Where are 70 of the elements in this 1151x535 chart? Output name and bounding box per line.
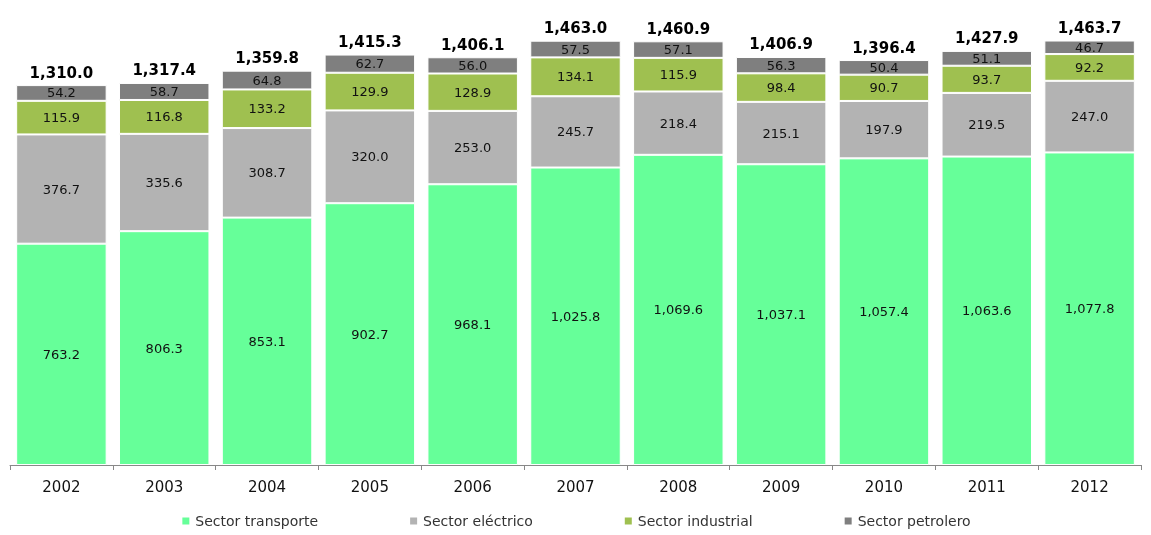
data-label: 1,025.8	[550, 308, 601, 324]
data-label: 1,077.8	[1064, 301, 1115, 317]
data-label: 320.0	[351, 149, 389, 165]
data-label: 57.5	[561, 41, 590, 57]
data-label: 335.6	[145, 175, 183, 191]
x-tick-label: 2009	[762, 477, 801, 496]
data-label: 134.1	[556, 69, 595, 85]
data-label: 253.0	[454, 140, 492, 156]
legend-label: Sector petrolero	[857, 513, 971, 529]
data-label: 806.3	[145, 340, 183, 356]
total-label: 1,460.9	[646, 19, 711, 38]
data-label: 50.4	[869, 59, 899, 75]
data-label: 116.8	[145, 109, 183, 125]
data-label: 247.0	[1070, 109, 1109, 125]
total-label: 1,310.0	[29, 63, 94, 82]
data-label: 219.5	[968, 117, 1006, 133]
x-tick-label: 2006	[453, 477, 492, 496]
data-label: 92.2	[1075, 59, 1105, 75]
x-tick-label: 2002	[42, 477, 81, 496]
x-tick-label: 2003	[145, 477, 184, 496]
data-label: 128.9	[454, 84, 492, 100]
data-label: 308.7	[248, 165, 286, 181]
data-label: 245.7	[556, 124, 595, 140]
data-label: 968.1	[454, 317, 492, 333]
data-label: 902.7	[351, 326, 389, 342]
data-label: 58.7	[149, 83, 179, 99]
data-label: 64.8	[252, 72, 282, 88]
x-tick-label: 2007	[556, 477, 595, 496]
total-label: 1,359.8	[235, 49, 299, 68]
x-tick-label: 2005	[350, 477, 389, 496]
data-label: 46.7	[1075, 39, 1105, 55]
data-label: 763.2	[42, 346, 81, 362]
total-label: 1,463.7	[1057, 19, 1122, 38]
x-tick-label: 2010	[864, 477, 904, 496]
total-label: 1,406.9	[749, 35, 813, 54]
legend-label: Sector eléctrico	[423, 513, 533, 529]
data-label: 90.7	[869, 80, 899, 96]
total-label: 1,396.4	[852, 38, 916, 57]
data-label: 1,057.4	[859, 304, 909, 320]
data-label: 51.1	[972, 50, 1002, 66]
data-label: 56.0	[458, 57, 488, 73]
data-label: 197.9	[865, 122, 903, 138]
data-label: 115.9	[42, 110, 81, 126]
data-label: 853.1	[248, 333, 286, 349]
data-label: 218.4	[659, 115, 697, 131]
legend-label: Sector industrial	[637, 513, 753, 529]
total-label: 1,406.1	[440, 35, 505, 54]
total-label: 1,317.4	[132, 61, 197, 80]
data-label: 129.9	[351, 84, 389, 100]
data-label: 1,063.6	[961, 303, 1012, 319]
data-label: 133.2	[248, 101, 286, 117]
data-label: 98.4	[766, 80, 796, 96]
data-label: 54.2	[46, 85, 76, 101]
x-tick-label: 2012	[1070, 477, 1109, 496]
x-tick-label: 2011	[967, 477, 1006, 496]
total-label: 1,415.3	[338, 33, 402, 52]
data-label: 376.7	[42, 181, 81, 197]
legend-label: Sector transporte	[195, 513, 319, 529]
data-label: 93.7	[972, 71, 1002, 87]
data-label: 1,069.6	[653, 302, 704, 318]
data-label: 57.1	[663, 42, 693, 58]
x-tick-label: 2004	[247, 477, 287, 496]
data-label: 115.9	[659, 67, 697, 83]
data-label: 56.3	[766, 57, 796, 73]
data-label: 62.7	[355, 56, 385, 72]
data-label: 1,037.1	[756, 307, 806, 323]
total-label: 1,463.0	[543, 19, 608, 38]
total-label: 1,427.9	[954, 29, 1019, 48]
x-tick-label: 2008	[659, 477, 698, 496]
data-label: 215.1	[762, 125, 800, 141]
